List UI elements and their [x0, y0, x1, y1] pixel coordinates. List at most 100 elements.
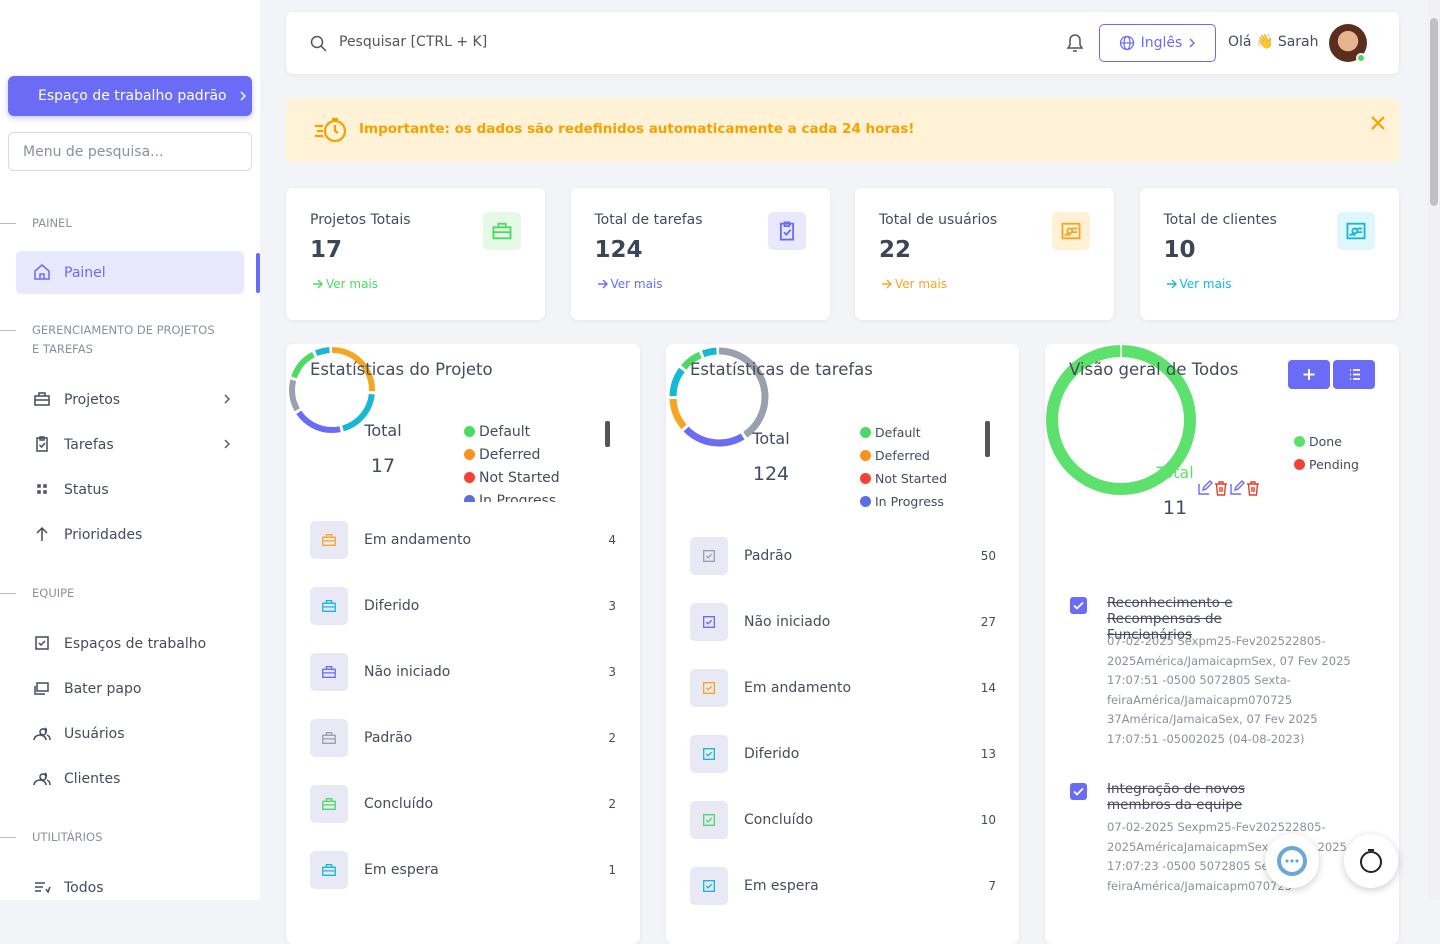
status-row: Concluído 10 — [690, 801, 996, 839]
bell-icon[interactable] — [1064, 31, 1086, 55]
legend-item[interactable]: Default — [464, 420, 560, 443]
menu-item[interactable]: Todos — [0, 865, 260, 910]
chevron — [224, 439, 230, 449]
menu-item-label: Bater papo — [64, 680, 142, 697]
status-count: 4 — [608, 533, 616, 547]
add-todo-button[interactable] — [1288, 360, 1330, 389]
menu-section: EQUIPE Espaços de trabalho Bater papo Usuár… — [0, 584, 260, 801]
icon-shape — [33, 772, 51, 786]
legend-item[interactable]: In Progress — [860, 490, 947, 513]
see-more-link[interactable]: Ver mais — [312, 277, 378, 291]
status-row: Em andamento 4 — [310, 521, 616, 559]
legend-item[interactable]: Not Started — [860, 467, 947, 490]
status-icon-box — [310, 587, 348, 625]
arrow-icon — [1166, 279, 1177, 289]
donut-segment — [289, 347, 375, 433]
donut-chart — [289, 347, 375, 433]
icon — [703, 880, 715, 892]
active-indicator — [256, 253, 260, 293]
icon — [703, 616, 715, 628]
scrollbar — [1428, 0, 1440, 900]
language-button[interactable]: Inglês — [1099, 24, 1216, 62]
nav: PAINEL Painel GERENCIAMENTO DE PROJETOS E … — [0, 214, 260, 937]
online-status — [1356, 53, 1366, 63]
stat-label: Projetos Totais — [310, 212, 411, 228]
legend-item[interactable]: Done — [1294, 430, 1359, 453]
icon-shape — [1346, 222, 1365, 240]
status-count: 50 — [980, 549, 996, 563]
status-row: Em espera 7 — [690, 867, 996, 905]
status-label: Concluído — [364, 796, 434, 812]
status-label: Em andamento — [364, 532, 472, 548]
legend-item[interactable]: Not Started — [464, 466, 560, 489]
user-name: Sarah — [1277, 34, 1319, 50]
close-alert[interactable] — [1371, 116, 1385, 130]
todo-meta: 07-02-2025 Sexpm25-Fev202522805-2025Amér… — [1107, 634, 1351, 746]
icon — [34, 392, 50, 406]
edit-button[interactable] — [1197, 480, 1213, 496]
list-todo-button[interactable] — [1333, 360, 1375, 389]
menu-item-label: Prioridades — [64, 526, 143, 543]
icon — [322, 666, 336, 678]
status-count: 13 — [980, 747, 996, 761]
timer-fab[interactable] — [1344, 834, 1398, 888]
topbar: Pesquisar [CTRL + K] Inglês Olá 👋 Sarah — [286, 12, 1399, 74]
menu-item[interactable]: Usuários — [0, 711, 260, 756]
icon-shape — [35, 636, 49, 650]
legend-item[interactable]: In Progress — [464, 489, 560, 502]
menu-search[interactable]: Menu de pesquisa... — [8, 132, 252, 171]
menu-item[interactable]: Status — [0, 467, 260, 512]
legend-label: Deferred — [479, 446, 541, 463]
stat-icon-box — [1336, 212, 1375, 250]
legend-swatch — [464, 472, 475, 483]
icon — [34, 682, 49, 695]
menu-item[interactable]: Espaços de trabalho — [0, 621, 260, 666]
see-more-link[interactable]: Ver mais — [597, 277, 663, 291]
panel-title: Estatísticas de tarefas — [690, 360, 873, 379]
menu-item[interactable]: Tarefas — [0, 422, 260, 467]
todo-checkbox[interactable] — [1070, 597, 1087, 614]
status-row: Diferido 3 — [310, 587, 616, 625]
menu-item[interactable]: Projetos — [0, 377, 260, 422]
legend-item[interactable]: Pending — [1294, 453, 1359, 476]
legend-item[interactable]: Deferred — [860, 444, 947, 467]
todo-checkbox[interactable] — [1070, 783, 1087, 800]
legend-item[interactable]: Default — [860, 421, 947, 444]
status-count: 27 — [980, 615, 996, 629]
menu-item[interactable]: Bater papo — [0, 666, 260, 711]
menu-item-label: Status — [64, 481, 109, 498]
delete-button[interactable] — [1245, 480, 1261, 496]
legend-swatch — [1294, 436, 1305, 447]
status-count: 1 — [608, 863, 616, 877]
stopwatch-icon — [1360, 849, 1382, 873]
status-icon-box — [690, 801, 728, 839]
chat-fab[interactable] — [1265, 834, 1319, 888]
edit-button[interactable] — [1229, 480, 1245, 496]
arrow-icon — [313, 279, 323, 289]
icon — [703, 748, 715, 760]
legend: Default Deferred Not Started In Progress — [860, 421, 947, 517]
icon-shape — [36, 526, 48, 541]
see-more-link[interactable]: Ver mais — [881, 277, 947, 291]
legend-label: Not Started — [875, 471, 948, 486]
icon-shape — [322, 600, 336, 612]
see-more-label: Ver mais — [326, 277, 379, 291]
task-stats-panel: Estatísticas de tarefas Total 124 Default D… — [666, 344, 1019, 944]
icon — [34, 264, 50, 280]
menu-item[interactable]: Prioridades — [0, 512, 260, 557]
legend-item[interactable]: Deferred — [464, 443, 560, 466]
section-heading: GERENCIAMENTO DE PROJETOS E TAREFAS — [0, 321, 260, 359]
see-more-link[interactable]: Ver mais — [1166, 277, 1232, 291]
icon — [36, 436, 48, 452]
donut-total: 11 — [1162, 497, 1188, 519]
delete-button[interactable] — [1213, 480, 1229, 496]
menu-item[interactable]: Painel — [16, 251, 244, 294]
stat-value: 22 — [879, 237, 912, 263]
status-count: 14 — [980, 681, 996, 695]
search-placeholder[interactable]: Pesquisar [CTRL + K] — [339, 34, 488, 50]
menu-item[interactable]: Clientes — [0, 756, 260, 801]
status-icon-box — [690, 669, 728, 707]
menu-section: GERENCIAMENTO DE PROJETOS E TAREFAS Proje… — [0, 321, 260, 557]
icon-shape — [703, 550, 715, 562]
workspace-button[interactable]: Espaço de trabalho padrão — [8, 76, 252, 116]
